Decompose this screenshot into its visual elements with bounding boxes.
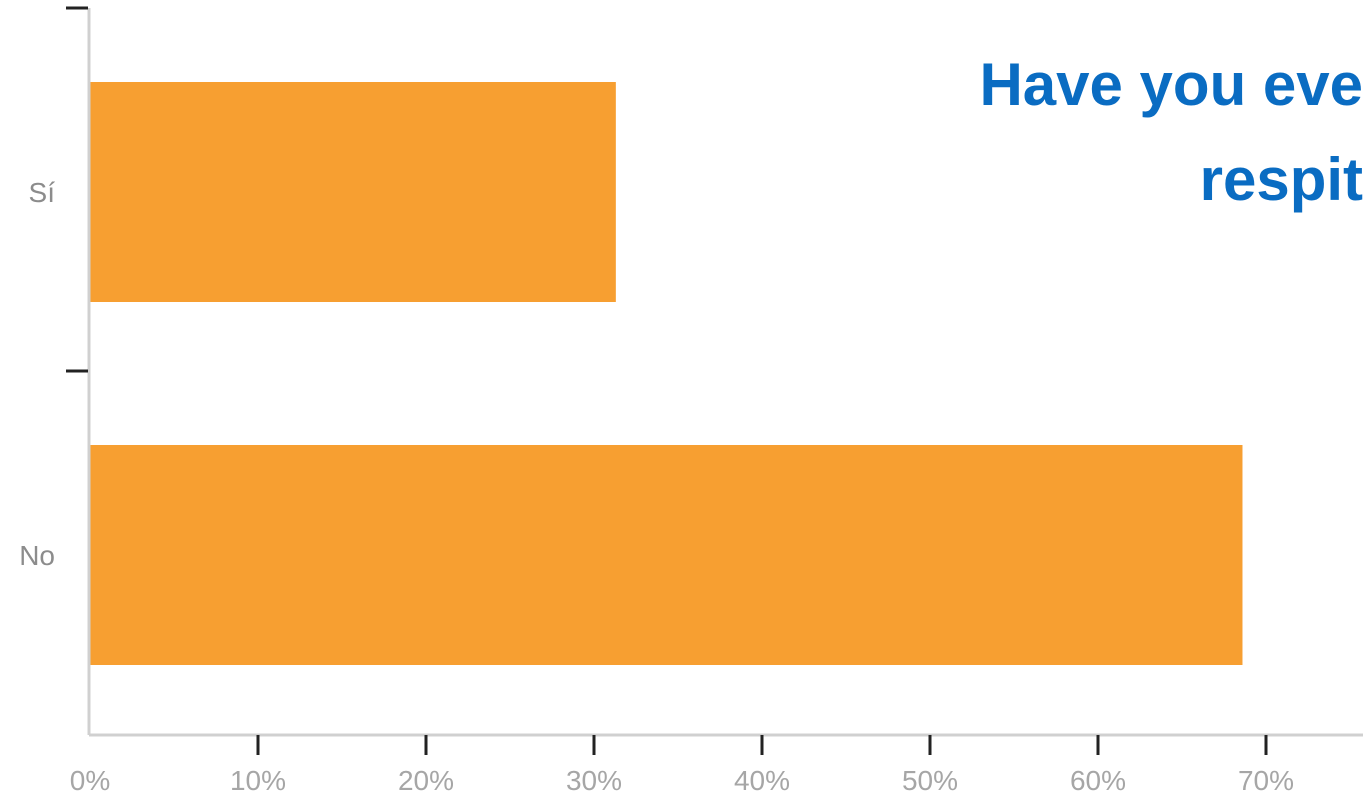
labels-group: Sí No 0% 10% 20% 30% 40% 50% 60% 70% (19, 177, 1294, 795)
category-label-1: Sí (29, 177, 56, 208)
x-tick-label-7: 70% (1238, 765, 1294, 795)
x-tick-label-0: 0% (70, 765, 110, 795)
chart-title-line-1: Have you eve (979, 51, 1363, 118)
chart-title: Have you eve respit (979, 51, 1363, 213)
x-tick-label-2: 20% (398, 765, 454, 795)
x-tick-label-5: 50% (902, 765, 958, 795)
bars-group (90, 82, 1243, 665)
x-tick-label-4: 40% (734, 765, 790, 795)
x-tick-label-1: 10% (230, 765, 286, 795)
x-tick-label-6: 60% (1070, 765, 1126, 795)
chart-title-line-2: respit (1200, 146, 1363, 213)
bar-1 (90, 82, 616, 302)
axes-group (66, 6, 1363, 755)
category-label-2: No (19, 540, 55, 571)
bar-2 (90, 445, 1243, 665)
x-tick-label-3: 30% (566, 765, 622, 795)
